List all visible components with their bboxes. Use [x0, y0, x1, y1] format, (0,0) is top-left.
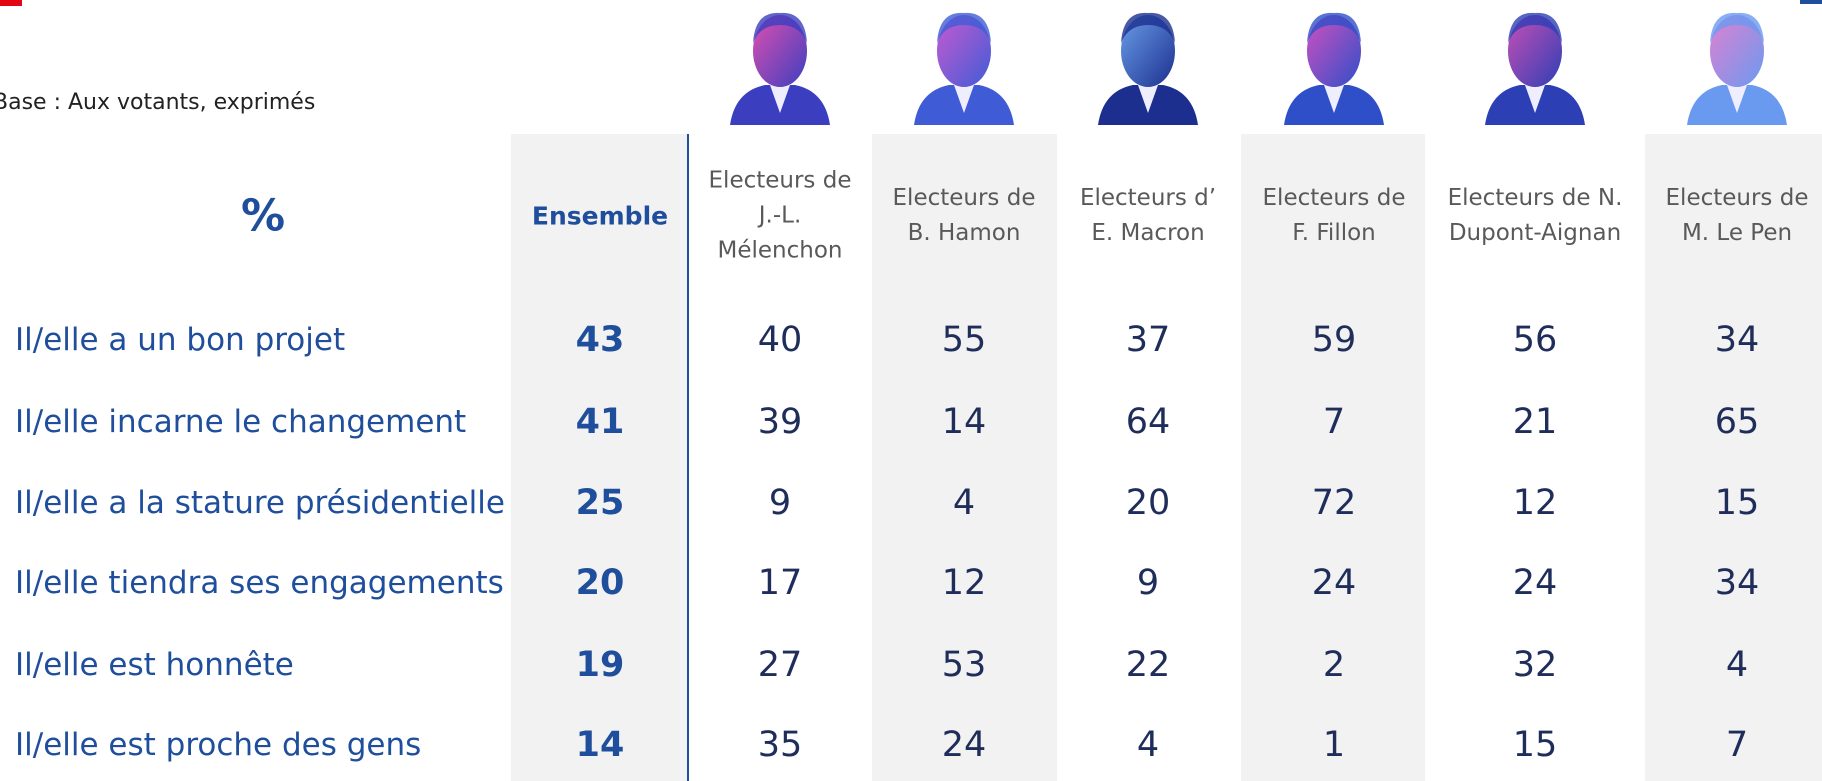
portrait [1279, 3, 1389, 125]
portrait [909, 3, 1019, 125]
header-line: Electeurs de N. [1440, 181, 1630, 216]
cell-value: 2 [1323, 645, 1345, 685]
blue-accent [1800, 0, 1822, 4]
cell-value: 14 [942, 402, 987, 442]
column-header: Electeurs d’E. Macron [1053, 181, 1243, 251]
row-label: Il/elle est honnête [15, 647, 294, 683]
cell-value: 4 [1726, 645, 1748, 685]
cell-value: 40 [758, 320, 803, 360]
portrait [1682, 3, 1792, 125]
cell-value: 34 [1715, 563, 1760, 603]
header-line: B. Hamon [869, 216, 1059, 251]
column-header: Ensemble [505, 199, 695, 234]
cell-value: 64 [1126, 402, 1171, 442]
portrait [1480, 3, 1590, 125]
cell-value: 43 [576, 320, 625, 360]
row-label: Il/elle tiendra ses engagements [15, 565, 504, 601]
cell-value: 22 [1126, 645, 1171, 685]
cell-value: 20 [576, 563, 625, 603]
page: {"base": "Base : Aux votants, exprimés",… [0, 0, 1822, 781]
header-line: E. Macron [1053, 216, 1243, 251]
percent-header: % [241, 191, 285, 242]
cell-value: 9 [1137, 563, 1159, 603]
cell-value: 32 [1513, 645, 1558, 685]
cell-value: 53 [942, 645, 987, 685]
row-label: Il/elle a un bon projet [15, 322, 345, 358]
cell-value: 9 [769, 483, 791, 523]
red-accent [0, 0, 22, 6]
header-line: Electeurs de [1239, 181, 1429, 216]
cell-value: 12 [942, 563, 987, 603]
header-line: Electeurs de [685, 164, 875, 199]
cell-value: 15 [1513, 725, 1558, 765]
row-label: Il/elle a la stature présidentielle [15, 485, 505, 521]
header-line: F. Fillon [1239, 216, 1429, 251]
header-line: Electeurs d’ [1053, 181, 1243, 216]
cell-value: 65 [1715, 402, 1760, 442]
header-line: M. Le Pen [1642, 216, 1822, 251]
row-label: Il/elle incarne le changement [15, 404, 466, 440]
cell-value: 17 [758, 563, 803, 603]
cell-value: 15 [1715, 483, 1760, 523]
cell-value: 24 [1312, 563, 1357, 603]
cell-value: 41 [576, 402, 625, 442]
cell-value: 4 [1137, 725, 1159, 765]
header-line: J.-L. [685, 199, 875, 234]
header-line: Electeurs de [869, 181, 1059, 216]
cell-value: 24 [1513, 563, 1558, 603]
cell-value: 72 [1312, 483, 1357, 523]
cell-value: 59 [1312, 320, 1357, 360]
cell-value: 56 [1513, 320, 1558, 360]
cell-value: 25 [576, 483, 625, 523]
cell-value: 35 [758, 725, 803, 765]
portrait [1093, 3, 1203, 125]
header-line: Electeurs de [1642, 181, 1822, 216]
cell-value: 39 [758, 402, 803, 442]
header-line: Ensemble [505, 199, 695, 234]
cell-value: 21 [1513, 402, 1558, 442]
cell-value: 37 [1126, 320, 1171, 360]
base-note: Base : Aux votants, exprimés [0, 90, 315, 115]
cell-value: 55 [942, 320, 987, 360]
cell-value: 12 [1513, 483, 1558, 523]
header-line: Mélenchon [685, 234, 875, 269]
cell-value: 20 [1126, 483, 1171, 523]
cell-value: 27 [758, 645, 803, 685]
cell-value: 4 [953, 483, 975, 523]
cell-value: 19 [576, 645, 625, 685]
cell-value: 7 [1726, 725, 1748, 765]
portrait [725, 3, 835, 125]
column-header: Electeurs de N.Dupont-Aignan [1440, 181, 1630, 251]
cell-value: 14 [576, 725, 625, 765]
cell-value: 7 [1323, 402, 1345, 442]
cell-value: 34 [1715, 320, 1760, 360]
cell-value: 1 [1323, 725, 1345, 765]
header-line: Dupont-Aignan [1440, 216, 1630, 251]
cell-value: 24 [942, 725, 987, 765]
row-label: Il/elle est proche des gens [15, 727, 421, 763]
